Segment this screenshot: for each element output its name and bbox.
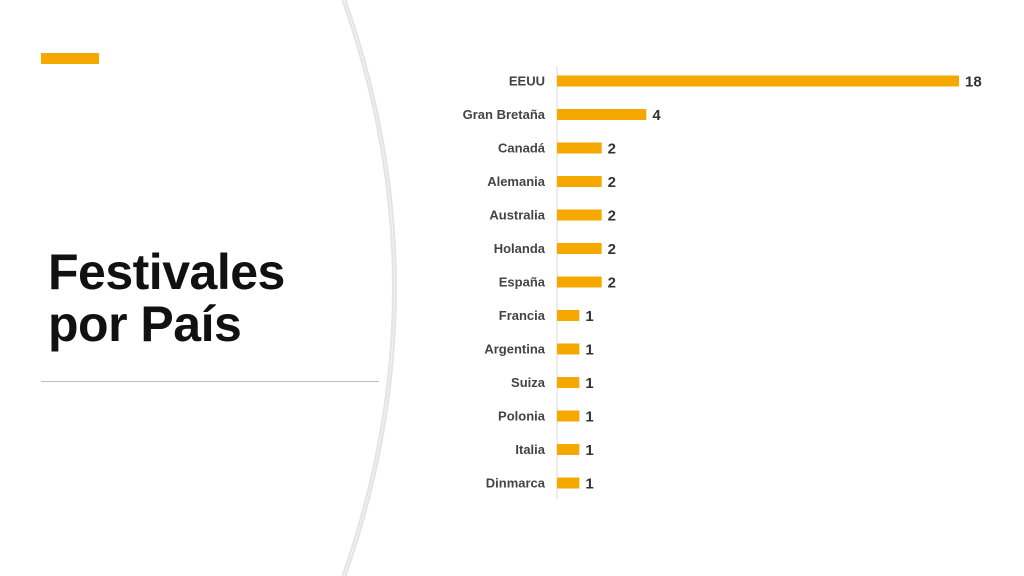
category-label: Suiza <box>511 375 546 390</box>
bar <box>557 109 647 120</box>
slide-title: Festivales por País <box>48 246 285 350</box>
category-label: Alemania <box>487 174 546 189</box>
category-label: Australia <box>489 208 545 223</box>
category-label: Francia <box>499 308 546 323</box>
bar <box>557 377 580 388</box>
bar <box>557 176 602 187</box>
chart-marks: EEUU 18 Gran Bretaña 4 Canadá 2 Alemania 2 Austr… <box>463 74 982 493</box>
bar <box>557 209 602 221</box>
value-label: 1 <box>585 308 593 325</box>
value-label: 1 <box>585 409 593 426</box>
slide-title-line-1: Festivales <box>48 244 285 300</box>
value-label: 1 <box>585 375 593 392</box>
value-label: 2 <box>608 241 616 258</box>
value-label: 2 <box>608 141 616 158</box>
value-label: 1 <box>585 476 593 493</box>
category-label: Canadá <box>498 141 546 156</box>
bar <box>557 75 959 87</box>
slide-title-line-2: por País <box>48 296 242 352</box>
value-label: 2 <box>608 275 616 292</box>
bar <box>557 310 580 321</box>
category-label: Polonia <box>498 409 546 424</box>
bar <box>557 343 580 355</box>
bar <box>557 410 580 422</box>
bar <box>557 444 580 455</box>
category-label: Italia <box>515 442 545 457</box>
accent-bar <box>41 53 99 64</box>
curved-panel-edge <box>343 0 395 576</box>
category-label: Dinmarca <box>486 476 546 491</box>
value-label: 4 <box>652 107 661 124</box>
category-label: Argentina <box>484 342 545 357</box>
value-label: 2 <box>608 208 616 225</box>
value-label: 2 <box>608 174 616 191</box>
value-label: 1 <box>585 442 593 459</box>
bar <box>557 142 602 154</box>
category-label: Holanda <box>494 241 546 256</box>
value-label: 18 <box>965 74 982 91</box>
title-divider <box>41 381 379 382</box>
value-label: 1 <box>585 342 593 359</box>
bar <box>557 276 602 288</box>
category-label: España <box>499 275 546 290</box>
bar <box>557 243 602 254</box>
bar <box>557 477 580 489</box>
category-label: EEUU <box>509 74 545 89</box>
category-label: Gran Bretaña <box>463 107 546 122</box>
